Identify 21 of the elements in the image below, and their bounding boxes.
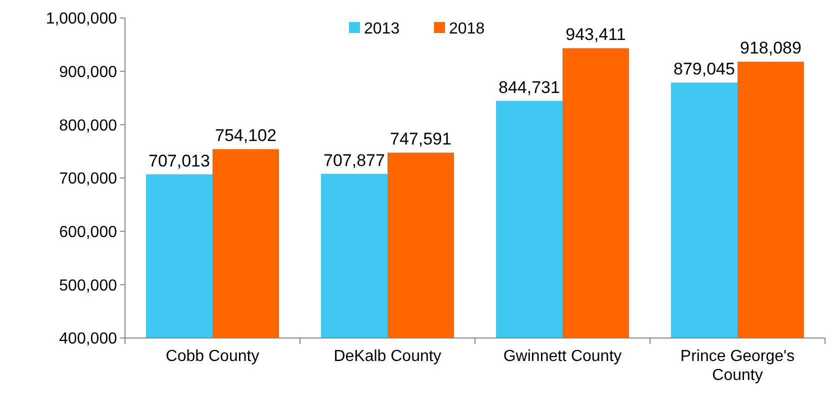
y-tick-label: 1,000,000: [46, 10, 118, 28]
y-tick-label: 500,000: [59, 277, 118, 294]
x-tick-label: Prince George's County: [680, 348, 795, 384]
data-label: 707,013: [148, 151, 210, 170]
data-label: 707,877: [324, 150, 385, 170]
x-tick-label: DeKalb County: [334, 348, 442, 365]
data-label: 879,045: [674, 60, 735, 79]
data-label: 747,591: [390, 130, 452, 149]
y-tick-label: 800,000: [59, 117, 118, 134]
y-tick-label: 400,000: [59, 330, 118, 348]
legend-label: 2013: [364, 20, 400, 38]
data-label: 844,731: [498, 78, 560, 97]
data-label: 943,411: [566, 25, 626, 44]
y-tick-label: 900,000: [59, 64, 118, 81]
x-tick-label: Cobb County: [166, 348, 260, 365]
legend-label: 2018: [449, 20, 485, 38]
y-tick-label: 600,000: [59, 224, 118, 241]
data-label: 918,089: [740, 38, 802, 58]
y-tick-label: 700,000: [59, 170, 118, 188]
data-label: 754,102: [215, 126, 276, 146]
x-tick-label: Gwinnett County: [503, 348, 622, 365]
